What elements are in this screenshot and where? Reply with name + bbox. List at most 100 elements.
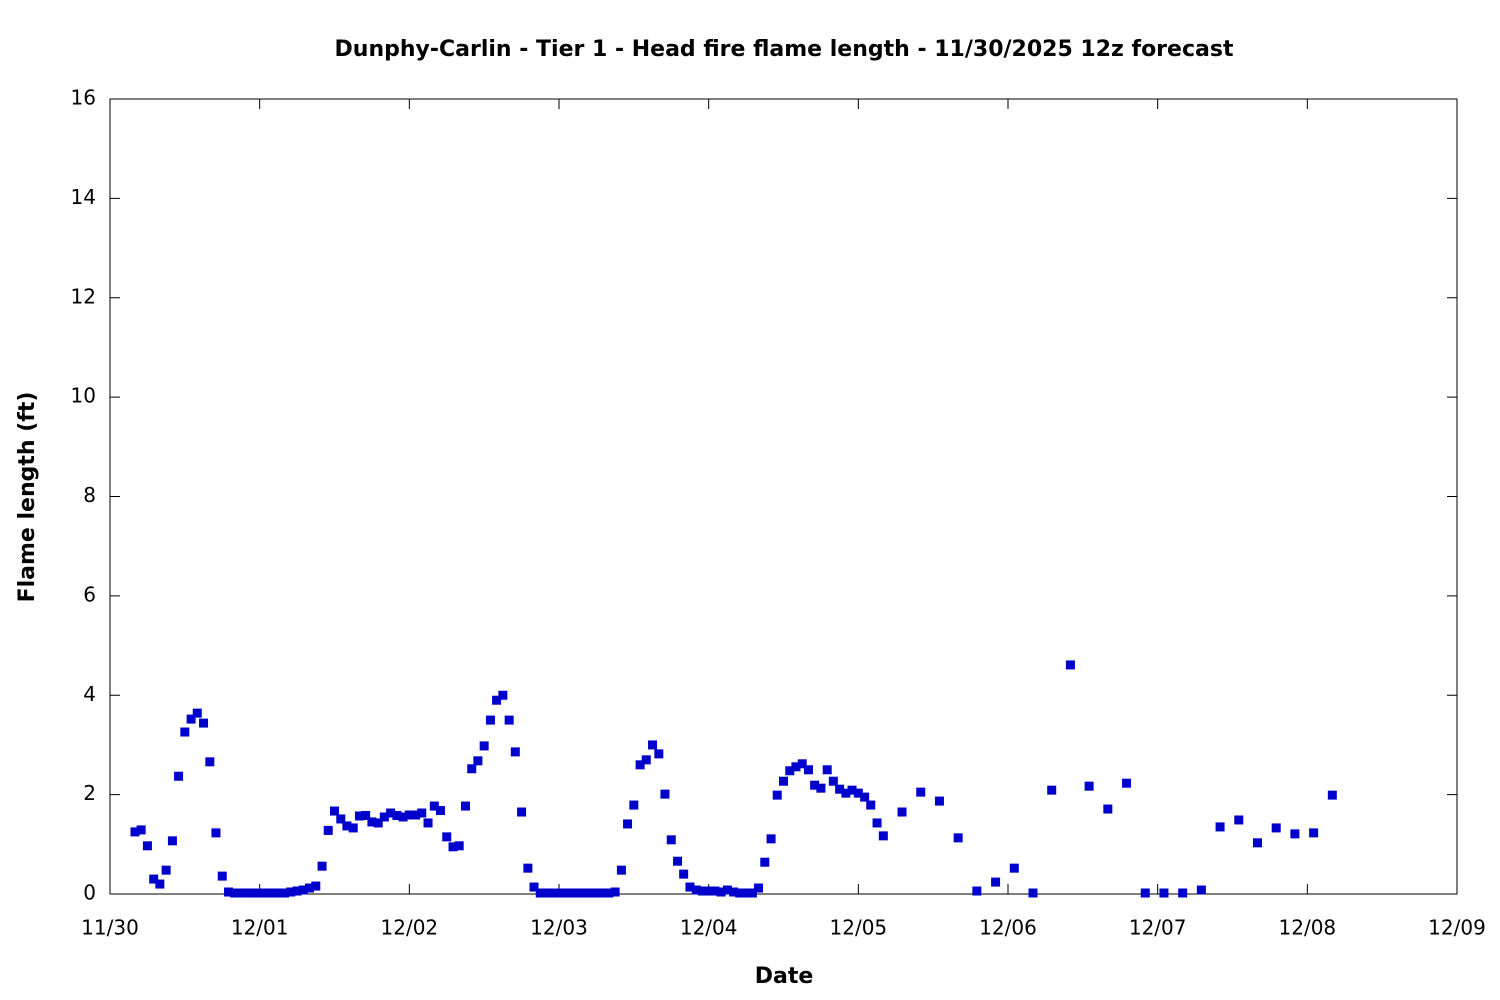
point — [273, 888, 283, 898]
point — [641, 755, 651, 765]
x-tick-label: 12/02 — [381, 916, 439, 940]
point — [542, 888, 552, 898]
point — [348, 823, 358, 833]
y-tick-label: 4 — [83, 682, 96, 706]
point — [872, 818, 882, 828]
point — [797, 759, 807, 769]
point — [1065, 660, 1075, 670]
point — [442, 832, 452, 842]
point — [292, 886, 302, 896]
point — [492, 695, 502, 705]
point — [485, 715, 495, 725]
point — [616, 865, 626, 875]
point — [454, 841, 464, 851]
point — [523, 863, 533, 873]
point — [361, 810, 371, 820]
point — [535, 888, 545, 898]
point — [417, 808, 427, 818]
point — [1047, 785, 1057, 795]
x-tick-label: 11/30 — [81, 916, 139, 940]
point — [255, 888, 265, 898]
point — [779, 776, 788, 786]
point — [398, 812, 408, 822]
chart-title: Dunphy-Carlin - Tier 1 - Head fire flame… — [335, 37, 1234, 62]
point — [835, 784, 845, 794]
point — [504, 715, 514, 725]
point — [323, 825, 333, 835]
point — [392, 810, 402, 820]
point — [286, 887, 296, 897]
point — [1159, 888, 1169, 898]
point — [691, 885, 701, 895]
point — [186, 714, 196, 724]
x-tick-label: 12/09 — [1428, 916, 1486, 940]
point — [1271, 823, 1281, 833]
point — [560, 888, 570, 898]
point — [722, 885, 732, 895]
point — [953, 833, 963, 843]
point — [529, 882, 539, 892]
point — [716, 887, 726, 897]
point — [598, 888, 608, 898]
point — [654, 749, 664, 759]
point — [267, 888, 277, 898]
point — [1122, 778, 1132, 788]
point — [199, 718, 209, 728]
point — [1196, 885, 1206, 895]
point — [1290, 829, 1300, 839]
point — [136, 825, 146, 835]
point — [828, 776, 838, 786]
point — [1084, 781, 1094, 791]
point — [679, 869, 689, 879]
point — [142, 841, 152, 851]
x-tick-label: 12/06 — [979, 916, 1037, 940]
point — [991, 877, 1001, 887]
point — [1309, 828, 1319, 838]
point — [934, 796, 944, 806]
x-tick-label: 12/01 — [231, 916, 289, 940]
point — [673, 856, 683, 866]
point — [1252, 838, 1262, 848]
point — [548, 888, 558, 898]
point — [386, 808, 396, 818]
point — [822, 765, 832, 775]
point — [585, 888, 595, 898]
point — [224, 887, 234, 897]
point — [803, 765, 813, 775]
point — [1327, 790, 1337, 800]
point — [517, 807, 527, 817]
y-tick-label: 6 — [83, 582, 96, 606]
point — [423, 818, 433, 828]
point — [217, 871, 227, 881]
point — [180, 727, 190, 737]
x-axis-label: Date — [755, 964, 814, 989]
point — [660, 789, 670, 799]
point — [853, 788, 863, 798]
point — [167, 836, 177, 846]
point — [566, 888, 576, 898]
plot-frame — [109, 98, 1458, 895]
point — [429, 801, 439, 811]
point — [573, 888, 583, 898]
point — [697, 886, 707, 896]
point — [816, 783, 826, 793]
x-tick-label: 12/07 — [1129, 916, 1187, 940]
point — [1234, 815, 1244, 825]
point — [860, 792, 870, 802]
y-tick-label: 12 — [71, 284, 96, 308]
point — [685, 882, 695, 892]
point — [510, 747, 520, 757]
point — [810, 780, 820, 790]
point — [847, 785, 857, 795]
point — [878, 831, 888, 841]
point — [610, 887, 620, 897]
point — [785, 766, 795, 776]
point — [236, 888, 246, 898]
point — [311, 881, 321, 891]
point — [916, 787, 926, 797]
point — [473, 756, 483, 766]
point — [155, 879, 165, 889]
y-axis-label: Flame length (ft) — [15, 392, 40, 603]
